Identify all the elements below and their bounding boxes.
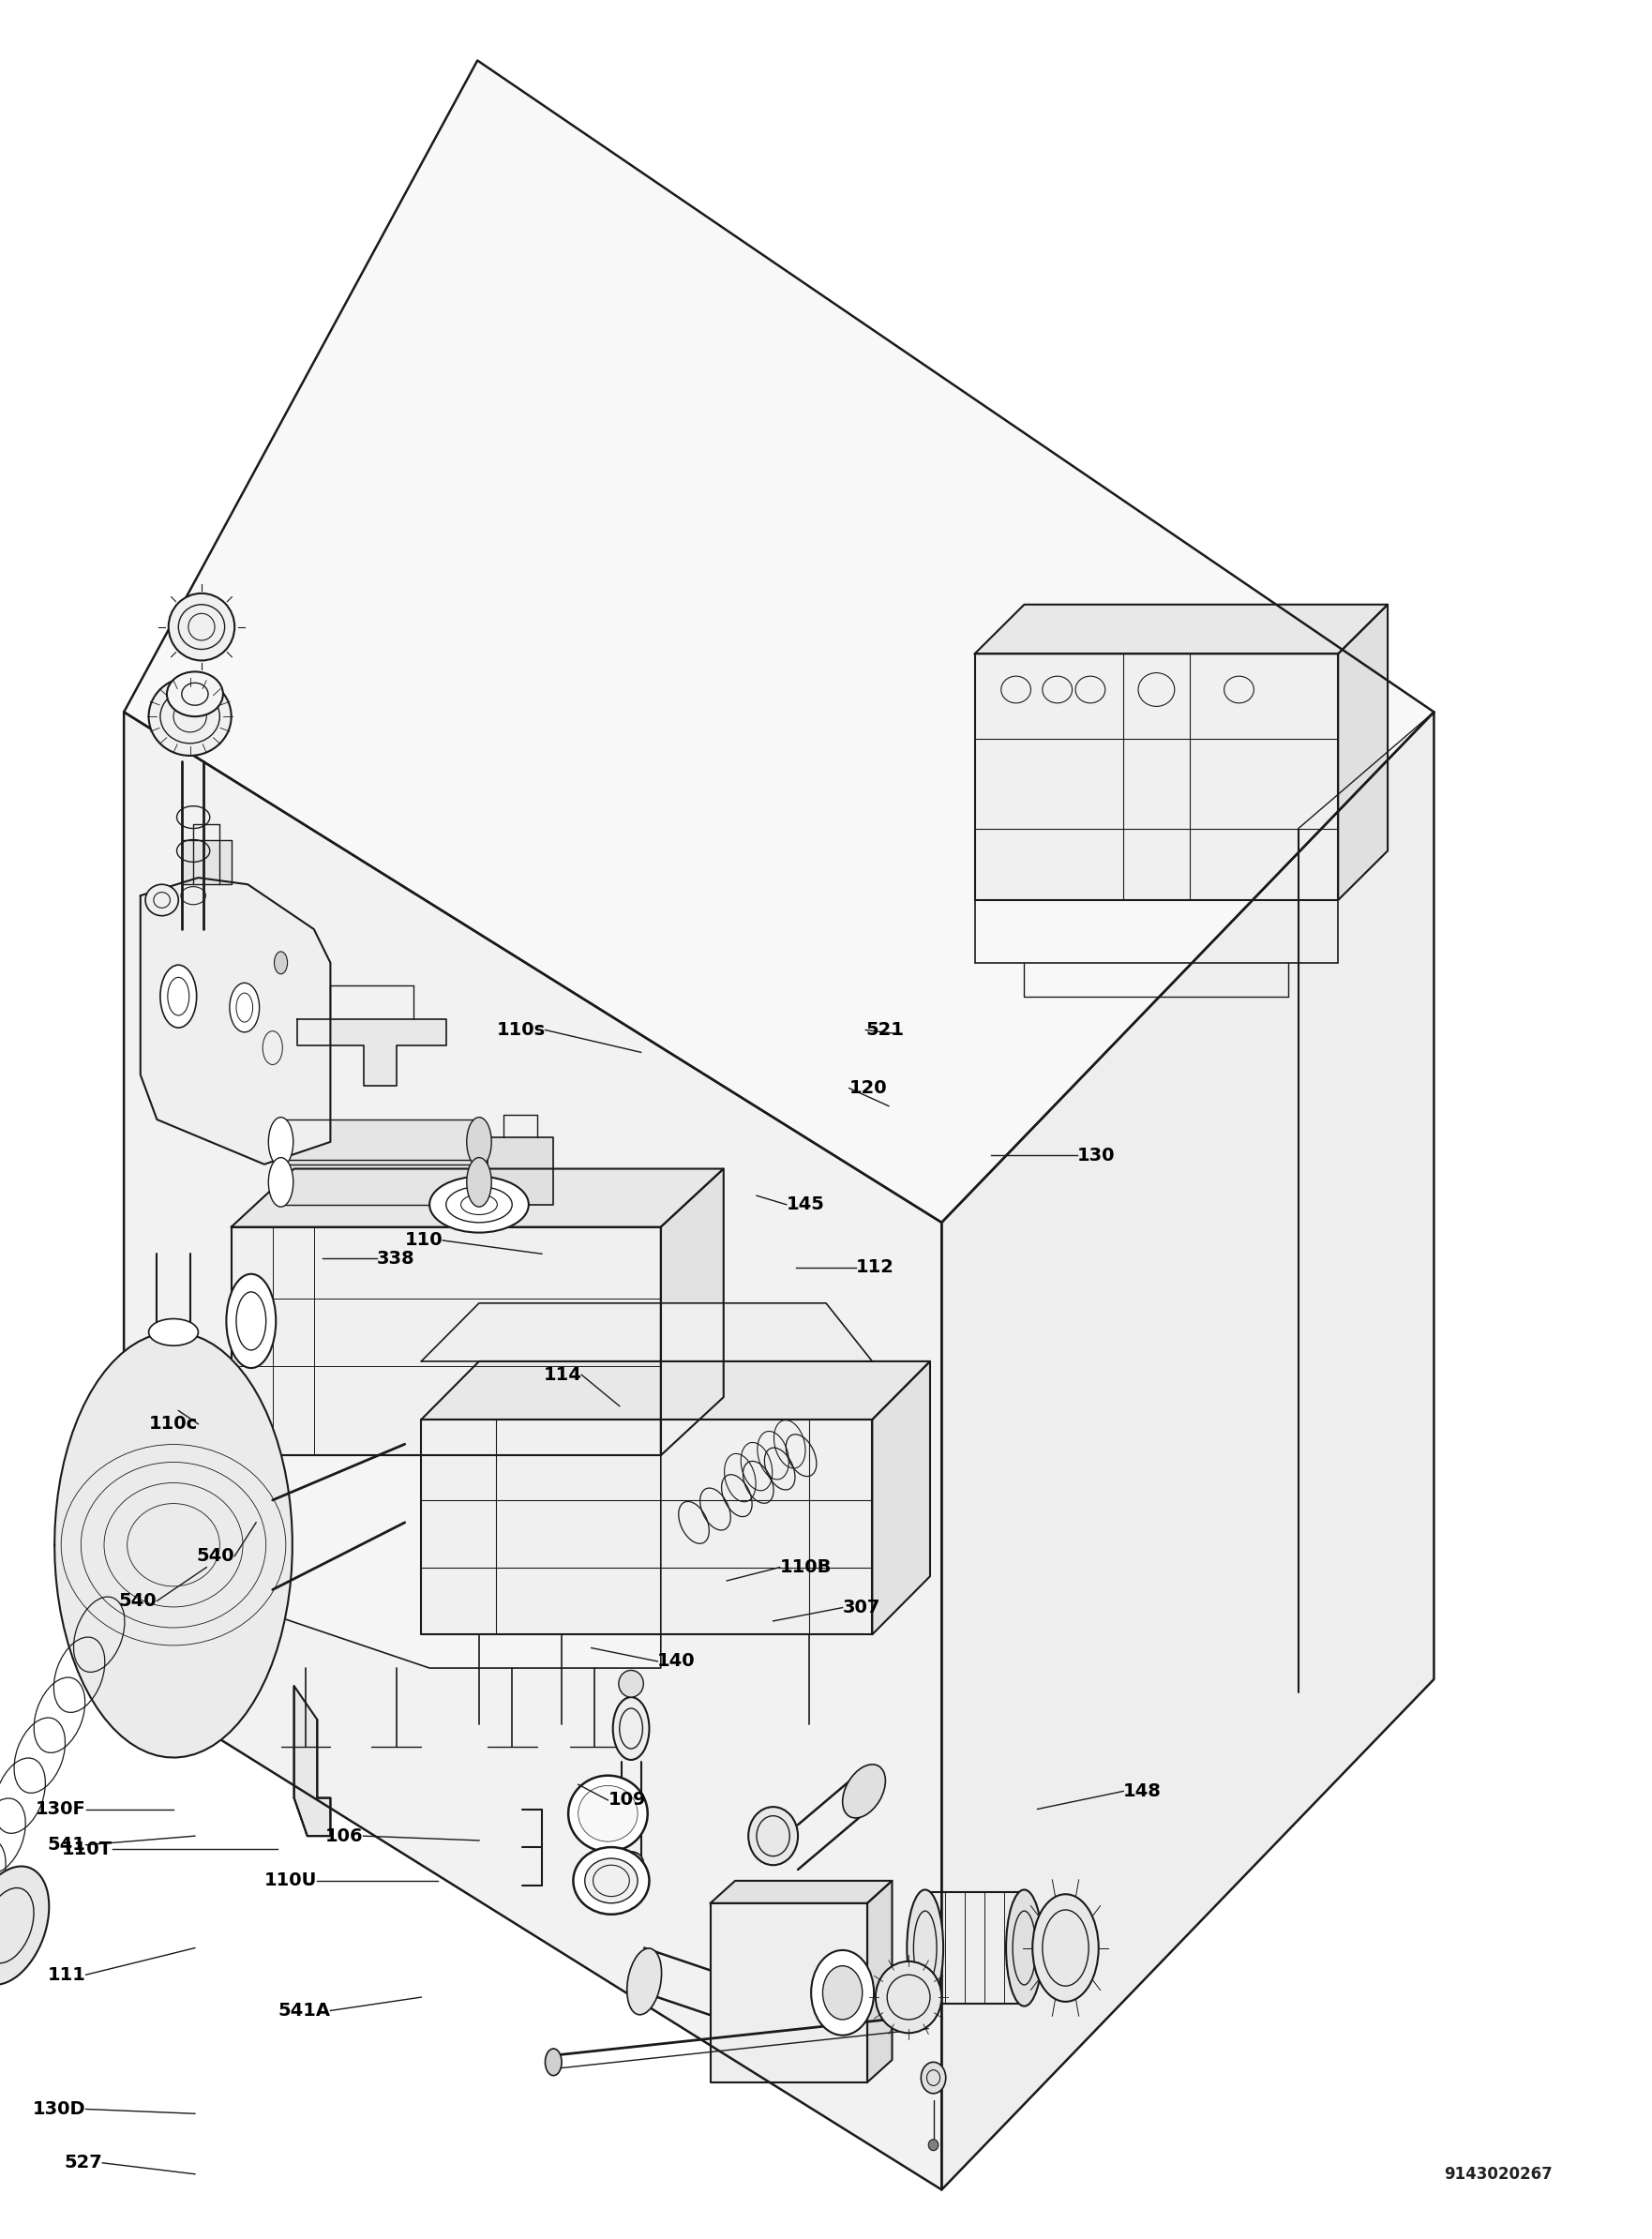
Text: 527: 527	[64, 2154, 102, 2172]
Text: 541A: 541A	[278, 2002, 330, 2020]
Ellipse shape	[907, 1890, 943, 2006]
Ellipse shape	[269, 1158, 294, 1207]
Ellipse shape	[573, 1847, 649, 1914]
Text: 140: 140	[657, 1652, 695, 1670]
Polygon shape	[942, 712, 1434, 2190]
Ellipse shape	[928, 2138, 938, 2149]
Text: 110c: 110c	[149, 1415, 198, 1433]
Text: 145: 145	[786, 1196, 824, 1214]
Text: 307: 307	[843, 1599, 881, 1617]
Polygon shape	[487, 1137, 553, 1205]
Text: 111: 111	[48, 1966, 86, 1984]
Polygon shape	[421, 1420, 872, 1634]
Ellipse shape	[466, 1158, 491, 1207]
Polygon shape	[264, 1455, 661, 1668]
Ellipse shape	[823, 1966, 862, 2020]
Text: 112: 112	[856, 1258, 894, 1276]
Ellipse shape	[545, 2049, 562, 2076]
Ellipse shape	[269, 1117, 294, 1167]
Ellipse shape	[466, 1117, 491, 1167]
Polygon shape	[421, 1361, 930, 1420]
Text: 540: 540	[119, 1592, 157, 1610]
Polygon shape	[421, 1303, 872, 1361]
Polygon shape	[281, 1120, 479, 1164]
Text: 109: 109	[608, 1791, 646, 1809]
Polygon shape	[294, 1686, 330, 1836]
Ellipse shape	[230, 983, 259, 1032]
Text: 114: 114	[544, 1366, 582, 1384]
Ellipse shape	[226, 1274, 276, 1368]
Polygon shape	[710, 1903, 867, 2082]
Polygon shape	[1338, 605, 1388, 900]
Polygon shape	[925, 1892, 1024, 2004]
Polygon shape	[231, 1169, 724, 1227]
Ellipse shape	[430, 1178, 529, 1231]
Text: 110B: 110B	[780, 1558, 831, 1576]
Ellipse shape	[169, 593, 235, 661]
Ellipse shape	[811, 1950, 874, 2035]
Text: 148: 148	[1123, 1782, 1161, 1800]
Ellipse shape	[876, 1961, 942, 2033]
Ellipse shape	[149, 676, 231, 755]
Ellipse shape	[613, 1697, 649, 1760]
Polygon shape	[661, 1169, 724, 1455]
Ellipse shape	[0, 1867, 50, 1984]
Text: 110: 110	[405, 1231, 443, 1249]
Text: 338: 338	[377, 1249, 415, 1267]
Polygon shape	[710, 1881, 892, 1903]
Polygon shape	[281, 1160, 479, 1205]
Polygon shape	[140, 878, 330, 1164]
Text: 521: 521	[866, 1021, 904, 1039]
Text: 541: 541	[48, 1836, 86, 1854]
Polygon shape	[975, 654, 1338, 900]
Ellipse shape	[149, 1319, 198, 1346]
Text: 9143020267: 9143020267	[1444, 2165, 1553, 2183]
Polygon shape	[872, 1361, 930, 1634]
Text: 130D: 130D	[33, 2100, 86, 2118]
Ellipse shape	[748, 1807, 798, 1865]
Ellipse shape	[920, 2062, 945, 2093]
Polygon shape	[231, 1227, 661, 1455]
Text: 106: 106	[325, 1827, 363, 1845]
Ellipse shape	[618, 1852, 644, 1874]
Ellipse shape	[1032, 1894, 1099, 2002]
Ellipse shape	[145, 884, 178, 916]
Text: 110T: 110T	[61, 1840, 112, 1858]
Text: 110s: 110s	[496, 1021, 545, 1039]
Polygon shape	[124, 60, 1434, 1222]
Ellipse shape	[160, 965, 197, 1028]
Ellipse shape	[578, 1787, 638, 1843]
Ellipse shape	[843, 1764, 885, 1818]
Text: 120: 120	[849, 1079, 887, 1097]
Ellipse shape	[274, 952, 287, 974]
Text: 130F: 130F	[35, 1800, 86, 1818]
Polygon shape	[867, 1881, 892, 2082]
Ellipse shape	[628, 1948, 661, 2015]
Text: 540: 540	[197, 1547, 235, 1565]
Polygon shape	[294, 1686, 330, 1836]
Polygon shape	[182, 840, 231, 884]
Polygon shape	[975, 605, 1388, 654]
Ellipse shape	[1006, 1890, 1042, 2006]
Polygon shape	[124, 712, 942, 2190]
Polygon shape	[297, 1019, 446, 1086]
Ellipse shape	[568, 1776, 648, 1852]
Ellipse shape	[167, 672, 223, 716]
Polygon shape	[55, 1332, 292, 1758]
Ellipse shape	[618, 1670, 644, 1697]
Text: 110U: 110U	[264, 1872, 317, 1890]
Ellipse shape	[585, 1858, 638, 1903]
Text: 130: 130	[1077, 1146, 1115, 1164]
